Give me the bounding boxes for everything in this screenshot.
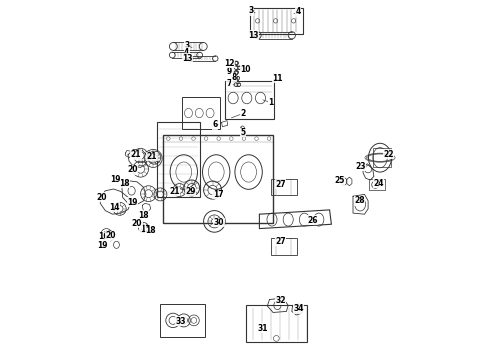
Text: 31: 31 (257, 324, 268, 333)
Text: 11: 11 (272, 74, 283, 83)
Text: 27: 27 (275, 237, 286, 246)
Text: 10: 10 (241, 65, 251, 74)
Bar (271, 238, 297, 255)
Text: 13: 13 (247, 31, 258, 40)
Text: 18: 18 (146, 226, 156, 235)
Text: 14: 14 (109, 202, 120, 211)
Text: 19: 19 (110, 175, 121, 184)
Text: 3: 3 (184, 41, 189, 50)
Bar (271, 179, 297, 195)
Bar (160, 304, 205, 337)
Text: 20: 20 (132, 219, 142, 228)
Text: 20: 20 (97, 193, 107, 202)
Text: 16: 16 (98, 233, 109, 242)
Bar (157, 122, 200, 197)
Text: 33: 33 (176, 317, 186, 325)
Text: 26: 26 (307, 216, 318, 225)
Text: 18: 18 (138, 211, 149, 220)
Text: 5: 5 (241, 128, 246, 137)
Text: 20: 20 (127, 166, 138, 175)
Text: 21: 21 (147, 152, 157, 161)
Text: 15: 15 (140, 225, 150, 234)
Text: 24: 24 (373, 179, 384, 188)
Text: 22: 22 (383, 150, 393, 159)
Bar (373, 148, 391, 167)
Text: 25: 25 (334, 176, 344, 185)
Text: 9: 9 (227, 67, 232, 76)
Text: 21: 21 (170, 187, 180, 196)
Bar (250, 8, 303, 34)
Bar (182, 97, 220, 129)
Text: 17: 17 (213, 190, 223, 199)
Text: 8: 8 (231, 73, 237, 82)
Text: 3: 3 (249, 6, 254, 15)
Text: 19: 19 (98, 241, 108, 250)
Text: 34: 34 (293, 304, 303, 313)
Text: 6: 6 (213, 120, 218, 130)
Text: 4: 4 (184, 48, 189, 57)
Text: 27: 27 (275, 180, 286, 189)
Text: 20: 20 (106, 231, 116, 240)
Text: 28: 28 (354, 197, 365, 206)
Text: 21: 21 (131, 150, 141, 159)
Text: 1: 1 (269, 98, 273, 107)
Text: 32: 32 (275, 296, 286, 305)
Bar (369, 179, 386, 190)
Text: 23: 23 (355, 162, 366, 171)
Text: 18: 18 (119, 179, 130, 188)
Text: 7: 7 (227, 79, 232, 88)
Text: 12: 12 (224, 59, 235, 68)
Text: 4: 4 (295, 8, 301, 17)
Text: 13: 13 (182, 54, 193, 63)
Bar (225, 81, 274, 119)
Text: 2: 2 (241, 109, 246, 118)
Bar (245, 305, 307, 342)
Bar (163, 135, 273, 223)
Text: 30: 30 (214, 218, 224, 227)
Text: 19: 19 (127, 198, 138, 207)
Text: 29: 29 (185, 187, 196, 196)
